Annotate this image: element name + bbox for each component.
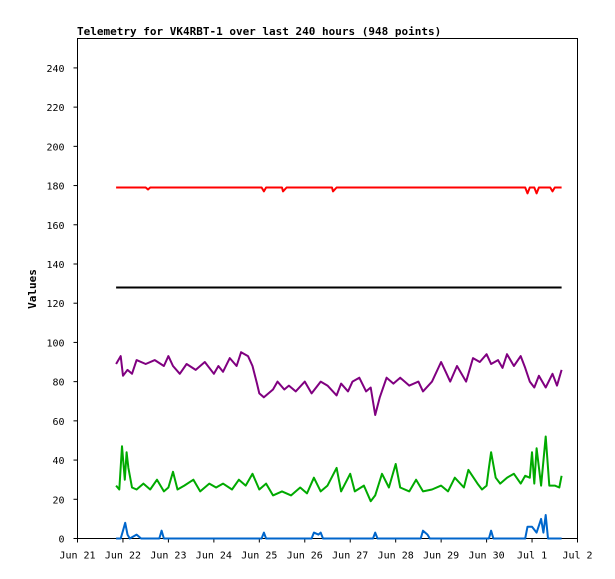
x-tick-label: Jun 26 [287, 551, 323, 562]
y-tick-label: 60 [52, 417, 64, 428]
y-tick-label: 0 [58, 535, 64, 546]
y-axis: 0 20 40 60 80 100 120 140 160 180 200 220 240 [46, 64, 78, 546]
y-tick-label: 40 [52, 456, 64, 467]
x-tick-label: Jul 2 [562, 551, 592, 562]
x-tick-label: Jun 27 [332, 551, 368, 562]
x-tick-label: Jun 25 [241, 551, 277, 562]
series-line-5 [116, 514, 562, 540]
y-tick-label: 220 [46, 103, 64, 114]
x-tick-label: Jun 28 [378, 551, 414, 562]
series-line-4 [115, 435, 563, 503]
chart-title: Telemetry for VK4RBT-1 over last 240 hou… [77, 25, 441, 38]
y-axis-label: Values [26, 269, 39, 309]
y-tick-label: 160 [46, 221, 64, 232]
x-tick-label: Jul 1 [517, 551, 547, 562]
y-tick-label: 200 [46, 142, 64, 153]
plot-series [115, 186, 563, 540]
y-tick-label: 20 [52, 495, 64, 506]
y-tick-label: 240 [46, 64, 64, 75]
x-axis: Jun 21 Jun 22 Jun 23 Jun 24 Jun 25 Jun 26 Jun … [59, 538, 593, 562]
y-tick-label: 180 [46, 182, 64, 193]
x-tick-label: Jun 24 [196, 551, 232, 562]
x-tick-label: Jun 22 [105, 551, 141, 562]
series-line-3 [115, 351, 563, 416]
series-line-1 [116, 186, 562, 195]
y-tick-label: 120 [46, 299, 64, 310]
x-tick-label: Jun 21 [59, 551, 95, 562]
x-tick-label: Jun 23 [150, 551, 186, 562]
y-tick-label: 100 [46, 338, 64, 349]
x-tick-label: Jun 29 [423, 551, 459, 562]
y-tick-label: 140 [46, 260, 64, 271]
x-tick-label: Jun 30 [469, 551, 505, 562]
y-tick-label: 80 [52, 378, 64, 389]
